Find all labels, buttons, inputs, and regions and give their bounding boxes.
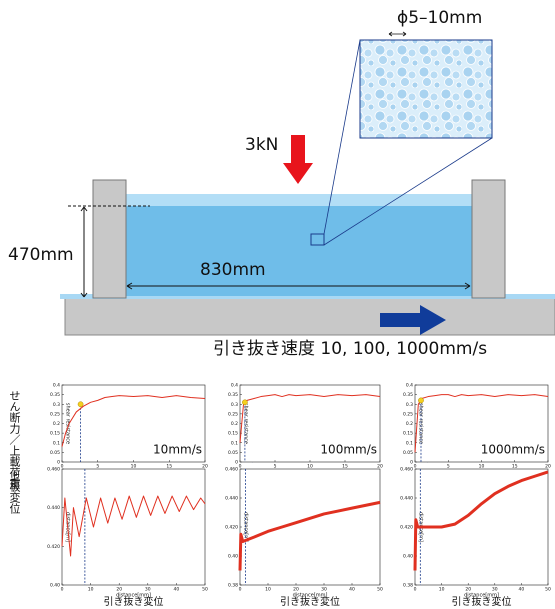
- plot-frame: [240, 469, 380, 585]
- size-arrow: [389, 32, 406, 36]
- caption: 引き抜き変位: [452, 595, 512, 608]
- y-tick-label: 0.3: [406, 402, 413, 408]
- y-tick-label: 0: [57, 460, 60, 466]
- y-tick-label: 0.440: [400, 496, 413, 502]
- x-tick-label: 50: [545, 587, 551, 593]
- x-tick-label: 20: [377, 464, 383, 470]
- x-tick-label: 5: [96, 464, 99, 470]
- y-tick-label: 0: [410, 460, 413, 466]
- y-tick-label: 0.35: [50, 392, 60, 398]
- x-tick-label: 10: [439, 587, 445, 593]
- speed-label: 10mm/s: [153, 443, 202, 457]
- y-tick-label: 0.15: [403, 431, 413, 437]
- y-tick-label: 0.35: [403, 392, 413, 398]
- load-arrow: [283, 135, 313, 184]
- y-tick-label: 0.1: [231, 440, 238, 446]
- y-tick-label: 0: [235, 460, 238, 466]
- grain-size: ϕ5–10mm: [397, 8, 482, 28]
- caption: 引き抜き変位: [280, 595, 340, 608]
- x-tick-label: 0: [239, 464, 242, 470]
- charts: 0510152000.050.10.150.20.250.30.350.4dis…: [47, 383, 551, 609]
- y-tick-label: 0.40: [403, 554, 413, 560]
- soil-box: [125, 194, 472, 296]
- y-tick-label: 0.4: [53, 383, 60, 389]
- speed-caption: 引き抜き速度 10, 100, 1000mm/s: [213, 339, 487, 359]
- height-label: 470mm: [8, 245, 74, 265]
- y-tick-label: 0.3: [231, 402, 238, 408]
- x-tick-label: 10: [265, 587, 271, 593]
- y-tick-label: 0.4: [231, 383, 238, 389]
- base: [65, 298, 555, 335]
- figure: ϕ5–10mm 3kN 470mm 830mm 引き抜き速度 10, 100, …: [0, 0, 555, 609]
- x-tick-label: 0: [414, 464, 417, 470]
- load-label: 3kN: [245, 135, 278, 155]
- height-arrow: [81, 207, 87, 297]
- x-tick-label: 40: [349, 587, 355, 593]
- y-tick-label: 0.460: [400, 467, 413, 473]
- left-pillar: [93, 180, 126, 298]
- x-tick-label: 15: [342, 464, 348, 470]
- length-label: 830mm: [200, 260, 266, 280]
- x-tick-label: 20: [545, 464, 551, 470]
- speed-label: 1000mm/s: [481, 443, 545, 457]
- y-tick-label: 0.420: [225, 525, 238, 531]
- x-tick-label: 50: [377, 587, 383, 593]
- y-tick-label: 0.05: [228, 450, 238, 456]
- right-pillar: [472, 180, 505, 298]
- grain-inset: [360, 40, 492, 138]
- y-tick-label: 0.4: [406, 383, 413, 389]
- speed-label: 100mm/s: [320, 443, 377, 457]
- x-tick-label: 40: [174, 587, 180, 593]
- x-tick-label: 5: [447, 464, 450, 470]
- y-tick-label: 0.15: [50, 431, 60, 437]
- peak-point: [242, 400, 247, 405]
- y-tick-label: 0.460: [225, 467, 238, 473]
- y-tick-label: 0.2: [231, 421, 238, 427]
- y-tick-label: 0.1: [406, 440, 413, 446]
- plot-frame: [62, 469, 205, 585]
- y-tick-label: 0.25: [50, 411, 60, 417]
- y-tick-label: 0.38: [228, 583, 238, 589]
- y-tick-label: 0.2: [406, 421, 413, 427]
- y-tick-label: 0.2: [53, 421, 60, 427]
- y-tick-label: 0.3: [53, 402, 60, 408]
- x-tick-label: 0: [239, 587, 242, 593]
- y-tick-label: 0.420: [47, 544, 60, 550]
- y-tick-label: 0.25: [228, 411, 238, 417]
- row-label: 上板変位: [8, 470, 21, 514]
- x-tick-label: 0: [61, 464, 64, 470]
- x-tick-label: 15: [166, 464, 172, 470]
- y-tick-label: 0.440: [47, 505, 60, 511]
- caption: 引き抜き変位: [104, 595, 164, 608]
- y-tick-label: 0.40: [50, 583, 60, 589]
- y-tick-label: 0.15: [228, 431, 238, 437]
- y-tick-label: 0.1: [53, 440, 60, 446]
- x-tick-label: 5: [274, 464, 277, 470]
- y-tick-label: 0.38: [403, 583, 413, 589]
- x-tick-label: 40: [519, 587, 525, 593]
- y-tick-label: 0.40: [228, 554, 238, 560]
- peak-point: [418, 398, 423, 403]
- y-tick-label: 0.420: [400, 525, 413, 531]
- y-axis-label: distance[m]: [243, 512, 249, 542]
- y-tick-label: 0.460: [47, 467, 60, 473]
- x-tick-label: 50: [202, 587, 208, 593]
- apparatus: ϕ5–10mm 3kN 470mm 830mm 引き抜き速度 10, 100, …: [8, 8, 555, 359]
- x-tick-label: 0: [414, 587, 417, 593]
- y-tick-label: 0.440: [225, 496, 238, 502]
- y-tick-label: 0.35: [228, 392, 238, 398]
- x-tick-label: 0: [61, 587, 64, 593]
- top-plate: [125, 194, 472, 206]
- x-tick-label: 15: [512, 464, 518, 470]
- y-tick-label: 0.05: [403, 450, 413, 456]
- x-tick-label: 10: [88, 587, 94, 593]
- x-tick-label: 20: [202, 464, 208, 470]
- peak-point: [78, 402, 83, 407]
- y-tick-label: 0.25: [403, 411, 413, 417]
- y-tick-label: 0.05: [50, 450, 60, 456]
